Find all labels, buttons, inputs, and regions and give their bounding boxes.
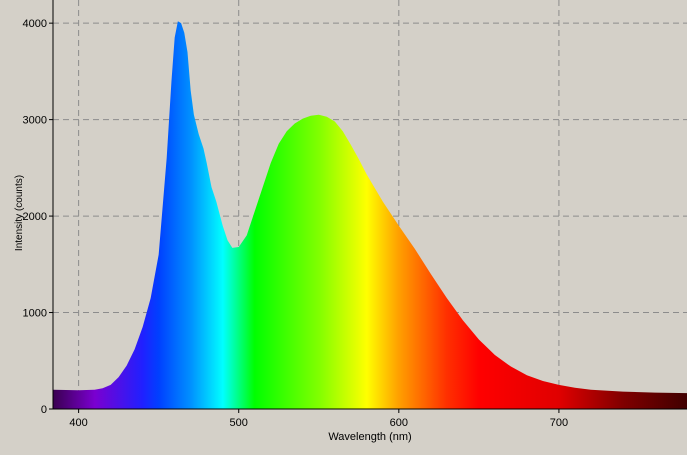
x-axis-label: Wavelength (nm) (328, 431, 411, 443)
x-tick-label: 500 (230, 417, 248, 429)
x-tick-label: 400 (69, 417, 87, 429)
spectrum-area (53, 21, 687, 409)
x-tick-label: 600 (390, 417, 408, 429)
y-tick-label: 1000 (23, 308, 47, 320)
x-tick-label: 700 (550, 417, 568, 429)
y-tick-label: 3000 (23, 115, 47, 127)
y-tick-label: 4000 (23, 18, 47, 30)
y-tick-label: 2000 (23, 211, 47, 223)
y-axis-label: Intensity (counts) (14, 175, 25, 251)
y-tick-label: 0 (41, 404, 47, 416)
